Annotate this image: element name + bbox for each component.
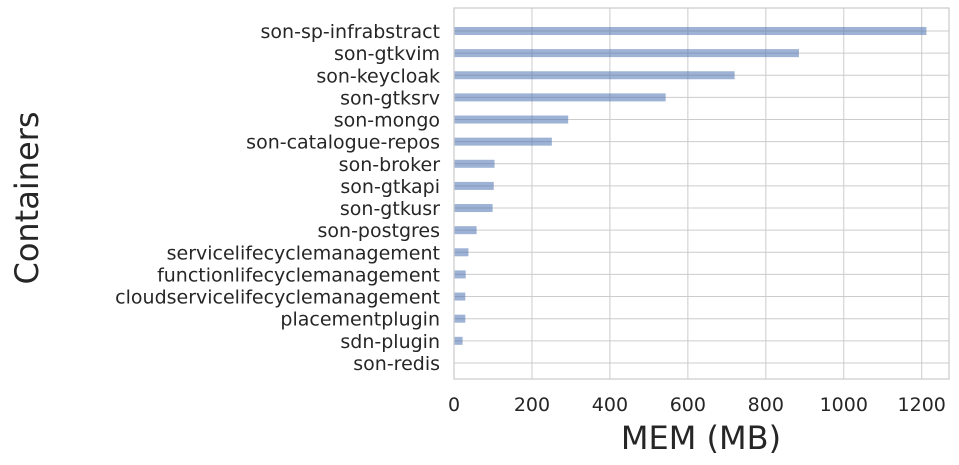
- y-tick-label: son-gtkusr: [340, 198, 440, 220]
- bar-placementplugin: [454, 314, 466, 323]
- bar-son-keycloak: [454, 71, 735, 80]
- y-axis-title: Containers: [8, 111, 46, 284]
- x-tick-label: 400: [592, 394, 628, 416]
- bar-son-gtkvim: [454, 49, 799, 58]
- y-tick-label: sdn-plugin: [340, 331, 440, 353]
- bar-son-mongo: [454, 115, 569, 124]
- bars: [454, 27, 927, 345]
- plot-background: [454, 8, 949, 379]
- bar-son-broker: [454, 159, 495, 168]
- y-tick-label: son-redis: [353, 353, 440, 375]
- y-tick-label: cloudservicelifecyclemanagement: [115, 287, 440, 309]
- x-tick-label: 600: [670, 394, 706, 416]
- y-tick-label: son-mongo: [334, 110, 440, 132]
- y-tick-label: son-sp-infrabstract: [261, 21, 440, 43]
- x-tick-label: 200: [514, 394, 550, 416]
- bar-son-sp-infrabstract: [454, 27, 927, 35]
- x-tick-label: 800: [748, 394, 784, 416]
- bar-son-catalogue-repos: [454, 137, 552, 146]
- bar-son-gtksrv: [454, 93, 666, 102]
- bar-servicelifecyclemanagement: [454, 248, 469, 257]
- x-tick-labels: 0 200 400 600 800 1000 1200: [448, 394, 946, 416]
- y-tick-label: son-gtkvim: [334, 43, 440, 65]
- y-tick-labels: son-sp-infrabstractson-gtkvimson-keycloa…: [115, 21, 440, 375]
- y-tick-label: son-broker: [339, 154, 441, 176]
- y-tick-label: functionlifecyclemanagement: [157, 264, 440, 286]
- y-tick-label: son-gtksrv: [340, 87, 440, 109]
- x-axis-title: MEM (MB): [621, 419, 781, 457]
- y-tick-label: son-keycloak: [316, 65, 440, 87]
- y-tick-label: son-gtkapi: [340, 176, 440, 198]
- y-tick-label: son-postgres: [318, 220, 441, 242]
- y-tick-label: servicelifecyclemanagement: [167, 242, 440, 264]
- bar-sdn-plugin: [454, 336, 463, 345]
- bar-son-postgres: [454, 226, 477, 235]
- y-tick-label: son-catalogue-repos: [246, 132, 440, 154]
- bar-cloudservicelifecyclemanagement: [454, 292, 466, 301]
- x-tick-label: 0: [448, 394, 460, 416]
- plot-frame: [453, 7, 950, 380]
- bar-functionlifecyclemanagement: [454, 270, 466, 279]
- bar-son-gtkusr: [454, 204, 493, 213]
- bar-son-gtkapi: [454, 181, 494, 190]
- y-tick-label: placementplugin: [280, 309, 440, 331]
- x-tick-label: 1200: [898, 394, 946, 416]
- x-tick-label: 1000: [820, 394, 868, 416]
